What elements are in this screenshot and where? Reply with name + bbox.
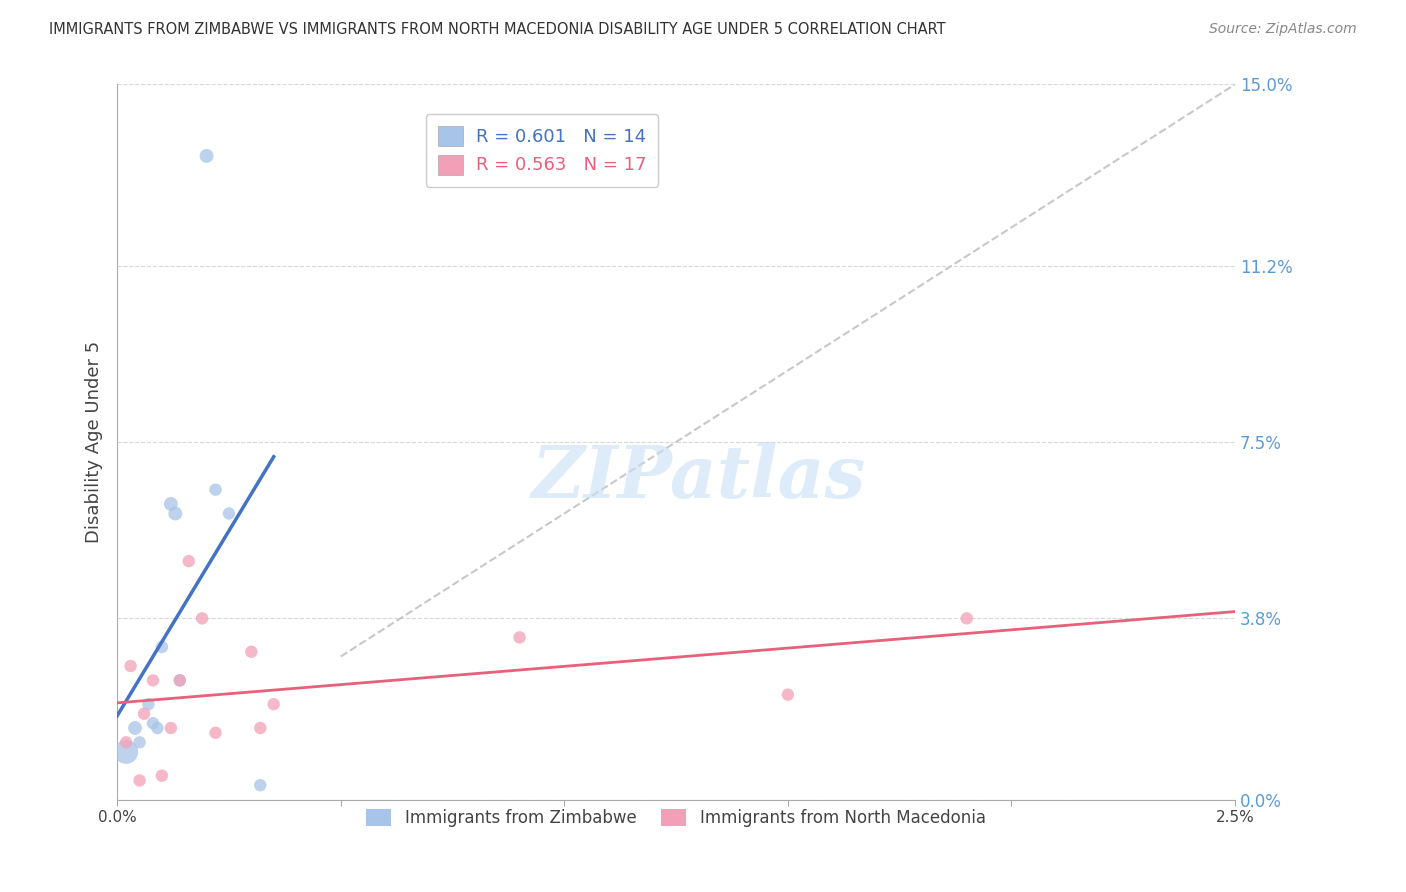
Point (115, 735, 138, 749)
Point (776, 688, 799, 702)
Point (132, 706, 155, 721)
Point (249, 778, 271, 792)
Y-axis label: Disability Age Under 5: Disability Age Under 5 (86, 341, 103, 543)
Point (146, 721, 169, 735)
Point (169, 673, 191, 688)
Point (160, 497, 183, 511)
Text: IMMIGRANTS FROM ZIMBABWE VS IMMIGRANTS FROM NORTH MACEDONIA DISABILITY AGE UNDER: IMMIGRANTS FROM ZIMBABWE VS IMMIGRANTS F… (49, 22, 946, 37)
Point (218, 507, 240, 521)
Point (124, 721, 146, 735)
Point (204, 726, 226, 740)
Point (128, 735, 150, 749)
Point (169, 673, 191, 688)
Point (956, 611, 979, 625)
Point (160, 721, 183, 735)
Point (150, 769, 173, 783)
Legend: Immigrants from Zimbabwe, Immigrants from North Macedonia: Immigrants from Zimbabwe, Immigrants fro… (360, 803, 993, 834)
Point (165, 507, 187, 521)
Point (249, 721, 271, 735)
Point (138, 697, 160, 711)
Point (142, 716, 165, 731)
Point (177, 554, 200, 568)
Point (191, 611, 214, 625)
Point (240, 645, 263, 659)
Point (195, 149, 218, 163)
Point (263, 697, 285, 711)
Point (204, 483, 226, 497)
Point (115, 745, 138, 759)
Text: ZIPatlas: ZIPatlas (531, 442, 866, 513)
Point (142, 673, 165, 688)
Point (509, 631, 531, 645)
Point (150, 640, 173, 654)
Text: Source: ZipAtlas.com: Source: ZipAtlas.com (1209, 22, 1357, 37)
Point (128, 773, 150, 788)
Point (120, 659, 142, 673)
